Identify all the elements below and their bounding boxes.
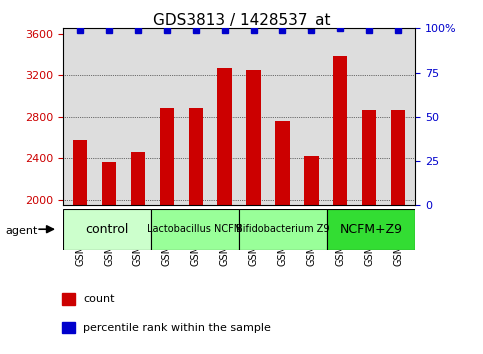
Text: Bifidobacterium Z9: Bifidobacterium Z9 bbox=[236, 224, 330, 234]
Bar bbox=[304, 156, 319, 205]
Bar bbox=[62, 293, 75, 304]
Bar bbox=[73, 140, 87, 205]
Bar bbox=[239, 209, 327, 250]
Text: agent: agent bbox=[6, 226, 38, 236]
Bar bbox=[246, 70, 261, 205]
Bar bbox=[188, 108, 203, 205]
Bar bbox=[131, 152, 145, 205]
Bar bbox=[102, 161, 116, 205]
Text: control: control bbox=[85, 223, 128, 236]
Bar bbox=[62, 322, 75, 333]
Bar bbox=[275, 121, 290, 205]
Bar bbox=[63, 209, 151, 250]
Text: NCFM+Z9: NCFM+Z9 bbox=[340, 223, 403, 236]
Text: count: count bbox=[83, 294, 114, 304]
Bar bbox=[159, 108, 174, 205]
Bar bbox=[327, 209, 415, 250]
Bar bbox=[151, 209, 239, 250]
Bar bbox=[333, 56, 347, 205]
Bar bbox=[362, 109, 376, 205]
Text: Lactobacillus NCFM: Lactobacillus NCFM bbox=[147, 224, 242, 234]
Bar bbox=[391, 109, 405, 205]
Text: percentile rank within the sample: percentile rank within the sample bbox=[83, 323, 271, 333]
Text: GDS3813 / 1428537_at: GDS3813 / 1428537_at bbox=[153, 12, 330, 29]
Bar bbox=[217, 68, 232, 205]
